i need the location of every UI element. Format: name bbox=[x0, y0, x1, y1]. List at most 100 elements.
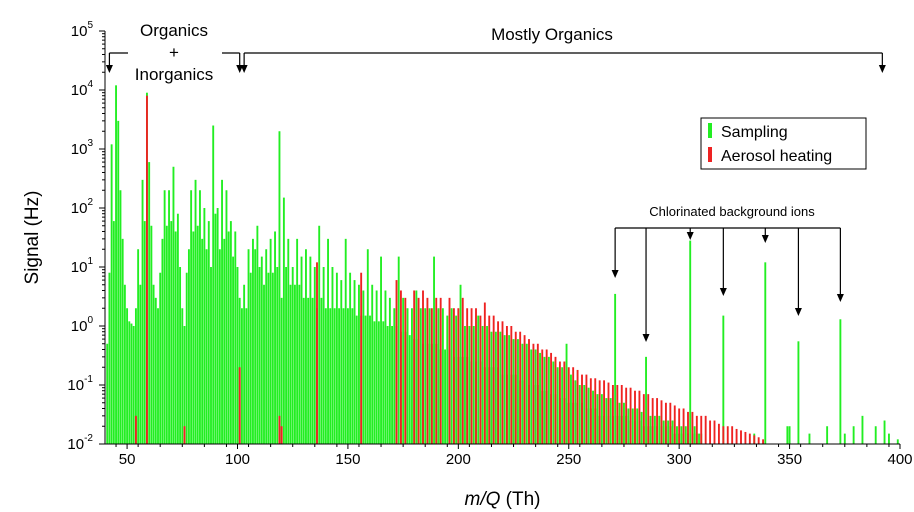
chlorinated-arrow-head bbox=[761, 235, 769, 243]
bar-sampling bbox=[428, 308, 431, 444]
y-tick-label: 10-2 bbox=[67, 433, 93, 453]
bar-sampling bbox=[214, 213, 217, 444]
chlorinated-arrow-head bbox=[836, 294, 844, 302]
bar-sampling bbox=[252, 238, 254, 444]
bracket-organics-arrow-right-head bbox=[236, 65, 244, 73]
bar-sampling bbox=[309, 256, 312, 444]
x-axis-title: m/Q (Th) bbox=[465, 489, 541, 510]
y-tick-label: 104 bbox=[71, 79, 94, 99]
bar-sampling bbox=[382, 321, 385, 444]
bar-sampling bbox=[148, 162, 151, 444]
bar-sampling bbox=[362, 290, 365, 444]
y-tick-label: 105 bbox=[71, 20, 94, 40]
bar-aerosol-heating bbox=[709, 420, 712, 444]
bar-sampling bbox=[406, 308, 409, 444]
bar-sampling bbox=[437, 308, 440, 444]
bar-sampling bbox=[183, 326, 186, 444]
bar-sampling bbox=[826, 426, 829, 444]
bar-sampling bbox=[201, 238, 204, 444]
bar-aerosol-heating bbox=[647, 394, 650, 444]
bar-sampling bbox=[380, 256, 382, 444]
bar-sampling bbox=[236, 267, 239, 444]
bar-sampling bbox=[649, 415, 652, 444]
bar-sampling bbox=[152, 284, 155, 444]
bar-sampling bbox=[477, 315, 480, 444]
bar-sampling bbox=[163, 190, 166, 444]
bar-sampling bbox=[128, 321, 131, 444]
bar-aerosol-heating bbox=[735, 428, 738, 444]
bar-sampling bbox=[327, 238, 329, 444]
bar-aerosol-heating bbox=[603, 380, 606, 444]
bar-sampling bbox=[419, 308, 422, 444]
bar-sampling bbox=[112, 221, 115, 444]
bar-sampling bbox=[574, 380, 577, 444]
bar-sampling bbox=[187, 249, 190, 444]
bar-sampling bbox=[631, 408, 634, 444]
x-tick-label: 200 bbox=[446, 451, 471, 468]
bar-aerosol-heating bbox=[585, 374, 588, 444]
bar-sampling bbox=[157, 308, 159, 444]
legend-label-aerosol-heating: Aerosol heating bbox=[721, 148, 832, 165]
bar-sampling bbox=[154, 297, 157, 444]
bar-aerosol-heating bbox=[563, 361, 566, 444]
bar-aerosol-heating bbox=[280, 426, 283, 444]
bar-sampling bbox=[324, 308, 327, 444]
bar-sampling bbox=[216, 208, 219, 444]
bar-sampling bbox=[227, 231, 230, 444]
bar-sampling bbox=[852, 426, 855, 444]
bar-sampling bbox=[653, 415, 656, 444]
bar-sampling bbox=[240, 308, 243, 444]
bar-sampling bbox=[121, 238, 124, 444]
bar-sampling bbox=[176, 213, 179, 444]
bar-aerosol-heating bbox=[483, 302, 486, 444]
bar-sampling bbox=[446, 315, 449, 444]
bar-sampling bbox=[260, 256, 263, 444]
bar-sampling bbox=[225, 190, 228, 444]
bar-sampling bbox=[684, 426, 687, 444]
bar-sampling bbox=[375, 290, 378, 444]
bar-sampling bbox=[300, 256, 303, 444]
bar-sampling bbox=[623, 402, 625, 444]
bar-sampling bbox=[472, 326, 475, 444]
bar-aerosol-heating bbox=[722, 426, 725, 444]
bar-sampling bbox=[366, 249, 369, 444]
bar-sampling bbox=[556, 367, 559, 444]
bar-aerosol-heating bbox=[134, 415, 137, 444]
bar-sampling bbox=[207, 221, 210, 444]
bar-sampling bbox=[578, 385, 581, 444]
bar-sampling bbox=[192, 231, 195, 444]
bar-sampling bbox=[605, 398, 608, 444]
bar-sampling bbox=[552, 361, 555, 444]
annotation-organics-line2: Inorganics bbox=[135, 65, 213, 84]
bar-sampling bbox=[508, 335, 511, 444]
bar-aerosol-heating bbox=[642, 394, 645, 444]
bar-aerosol-heating bbox=[475, 308, 477, 444]
bar-sampling bbox=[139, 284, 142, 444]
bar-sampling bbox=[289, 284, 292, 444]
bar-sampling bbox=[143, 221, 146, 444]
bar-sampling bbox=[888, 433, 890, 444]
bar-aerosol-heating bbox=[762, 439, 765, 444]
bar-sampling bbox=[190, 190, 193, 444]
bar-sampling bbox=[234, 231, 237, 444]
bar-sampling bbox=[565, 343, 568, 444]
bar-sampling bbox=[344, 238, 347, 444]
bar-aerosol-heating bbox=[704, 415, 707, 444]
bar-sampling bbox=[355, 315, 358, 444]
bar-sampling bbox=[397, 256, 400, 444]
bar-aerosol-heating bbox=[448, 297, 451, 444]
bar-sampling bbox=[247, 249, 250, 444]
bar-sampling bbox=[464, 326, 466, 444]
bar-aerosol-heating bbox=[651, 398, 654, 444]
bar-sampling bbox=[391, 326, 394, 444]
bar-sampling bbox=[229, 221, 232, 444]
bar-sampling bbox=[450, 308, 453, 444]
annotation-arrows bbox=[105, 52, 886, 342]
bar-sampling bbox=[874, 426, 877, 444]
bar-aerosol-heating bbox=[567, 367, 570, 444]
bar-aerosol-heating bbox=[713, 420, 716, 444]
bar-aerosol-heating bbox=[753, 435, 756, 444]
bar-sampling bbox=[408, 335, 411, 444]
bar-sampling bbox=[130, 323, 133, 444]
